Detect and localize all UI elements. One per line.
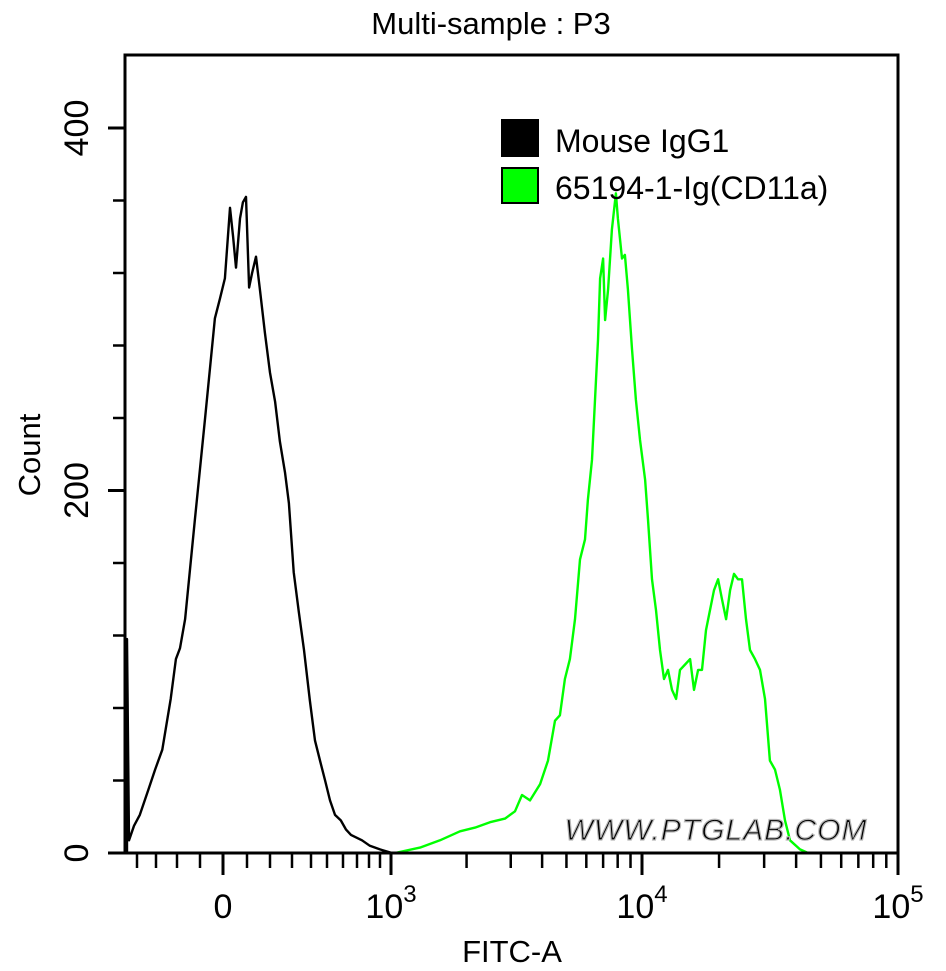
- y-tick-label: 400: [58, 100, 96, 157]
- x-tick-label: 103: [365, 881, 416, 926]
- series-line-0: [125, 195, 393, 855]
- legend-label: 65194-1-Ig(CD11a): [555, 170, 828, 206]
- y-tick-label: 0: [58, 844, 96, 863]
- x-tick-label: 0: [214, 888, 233, 926]
- series-layer: [125, 192, 809, 855]
- legend-swatch-green: [501, 167, 539, 204]
- y-tick-label: 200: [58, 462, 96, 519]
- y-axis-label: Count: [12, 413, 47, 496]
- series-line-1: [394, 192, 809, 855]
- legend-swatch-black: [501, 119, 539, 157]
- legend-item-mouse-igg1: Mouse IgG1: [501, 119, 729, 159]
- x-tick-exponent: 5: [910, 881, 923, 908]
- x-axis-label: FITC-A: [462, 934, 562, 969]
- x-tick-label: 105: [872, 881, 923, 926]
- legend-item-cd11a: 65194-1-Ig(CD11a): [501, 167, 828, 206]
- chart-title: Multi-sample : P3: [371, 6, 610, 41]
- x-tick-exponent: 4: [654, 881, 667, 908]
- legend-label: Mouse IgG1: [555, 123, 729, 159]
- x-axis-ticks: 0 103 104 105: [135, 853, 924, 926]
- watermark: WWW.PTGLAB.COM: [565, 814, 868, 847]
- x-tick-label: 104: [616, 881, 667, 926]
- legend: Mouse IgG1 65194-1-Ig(CD11a): [501, 119, 828, 206]
- x-tick-exponent: 3: [403, 881, 416, 908]
- y-axis-ticks: 0 200 400: [58, 100, 125, 863]
